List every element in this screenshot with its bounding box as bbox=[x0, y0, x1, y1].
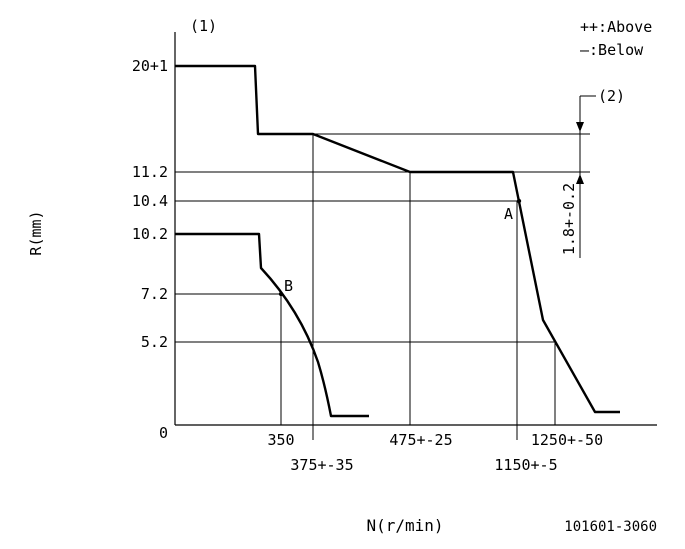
x-axis-title: N(r/min) bbox=[366, 516, 443, 535]
label-1: (1) bbox=[190, 17, 217, 35]
dimension-arrow-down bbox=[576, 122, 584, 132]
x-tick-label-1250: 1250+-50 bbox=[531, 431, 603, 449]
point-b-label: B bbox=[284, 277, 293, 295]
y-tick-label-11-2: 11.2 bbox=[132, 163, 168, 181]
x-tick-label-475: 475+-25 bbox=[389, 431, 452, 449]
x-tick-label-350: 350 bbox=[267, 431, 294, 449]
y-tick-label-10-4: 10.4 bbox=[132, 192, 168, 210]
point-b-marker bbox=[278, 291, 284, 297]
legend-below: —:Below bbox=[580, 41, 644, 59]
dimension-label: 1.8+-0.2 bbox=[560, 183, 578, 255]
point-a-label: A bbox=[504, 205, 513, 223]
drawing-number: 101601-3060 bbox=[564, 519, 657, 535]
dimension-arrow-up bbox=[576, 174, 584, 184]
y-axis-title: R(mm) bbox=[27, 210, 45, 255]
y-tick-label-20: 20+1 bbox=[132, 57, 168, 75]
y-tick-label-10-2: 10.2 bbox=[132, 225, 168, 243]
x-tick-label-1150: 1150+-5 bbox=[494, 456, 557, 474]
y-tick-label-0: 0 bbox=[159, 424, 168, 442]
reference-lines bbox=[175, 133, 590, 440]
y-tick-label-7-2: 7.2 bbox=[141, 285, 168, 303]
point-a-marker bbox=[516, 198, 522, 204]
series-upper-line bbox=[175, 64, 620, 414]
legend-above: ++:Above bbox=[580, 18, 652, 36]
dimension-2 bbox=[576, 95, 596, 258]
label-2: (2) bbox=[598, 87, 625, 105]
series-lower-line bbox=[175, 232, 369, 418]
x-tick-label-375: 375+-35 bbox=[290, 456, 353, 474]
y-tick-label-5-2: 5.2 bbox=[141, 333, 168, 351]
